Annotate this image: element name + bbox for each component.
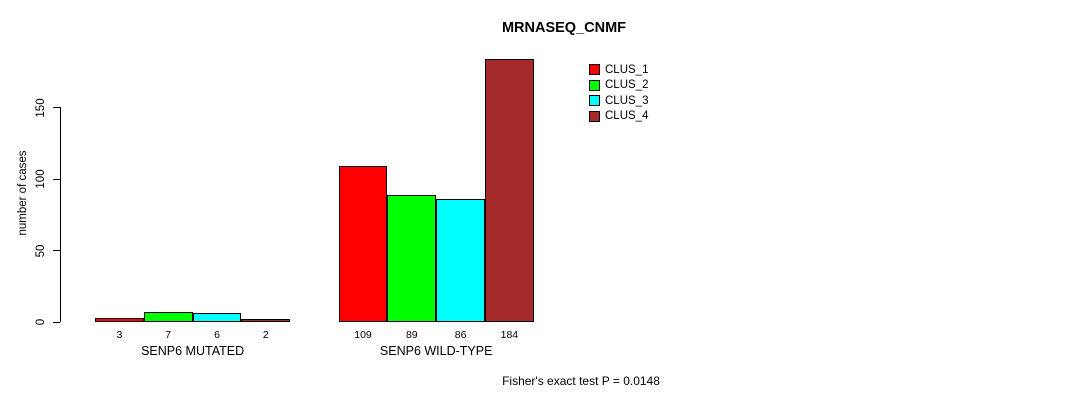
bar-value-clus-2-senp6-mutated: 7 [165,329,172,341]
y-axis-line [60,107,61,322]
bar-clus-4-senp6-mutated [241,319,291,322]
y-tick-label-0: 0 [35,318,47,326]
legend-item-clus-1: CLUS_1 [589,62,648,78]
y-tick-mark-150 [53,107,60,108]
bar-value-clus-2-senp6-wild-type: 89 [405,329,418,341]
y-tick-label-150: 150 [35,97,47,118]
y-tick-mark-0 [53,321,60,323]
legend-item-clus-3: CLUS_3 [589,93,648,109]
y-tick-mark-100 [53,178,60,180]
bar-clus-3-senp6-mutated [192,313,242,322]
group-label-senp6-mutated: SENP6 MUTATED [141,344,245,358]
bar-value-clus-3-senp6-mutated: 6 [214,329,220,341]
group-label-senp6-wild-type: SENP6 WILD-TYPE [379,344,493,358]
legend-label-clus-4: CLUS_4 [605,110,649,123]
bar-clus-1-senp6-mutated [95,317,144,322]
y-tick-label-50: 50 [35,244,47,257]
fisher-test-annotation: Fisher's exact test P = 0.0148 [502,374,660,388]
legend-label-clus-2: CLUS_2 [605,79,649,92]
chart-title: MRNASEQ_CNMF [501,20,627,36]
legend-swatch-clus-1 [589,64,600,76]
bar-clus-2-senp6-mutated [143,312,193,322]
bar-value-clus-3-senp6-wild-type: 86 [454,329,467,341]
legend-label-clus-3: CLUS_3 [605,94,649,107]
bar-value-clus-1-senp6-mutated: 3 [116,329,123,341]
bar-clus-3-senp6-wild-type [436,199,485,322]
bar-clus-1-senp6-wild-type [338,166,388,322]
y-tick-mark-50 [53,250,60,251]
legend-swatch-clus-4 [589,110,600,122]
legend-swatch-clus-3 [589,95,600,107]
legend-swatch-clus-2 [589,79,600,91]
bar-clus-2-senp6-wild-type [387,194,437,322]
bar-clus-4-senp6-wild-type [485,58,534,322]
y-tick-label-100: 100 [35,169,47,189]
legend-item-clus-2: CLUS_2 [589,78,648,94]
legend: CLUS_1 CLUS_2 CLUS_3 CLUS_4 [589,62,648,124]
bar-value-clus-4-senp6-wild-type: 184 [500,329,519,341]
legend-label-clus-1: CLUS_1 [605,63,649,76]
bar-value-clus-4-senp6-mutated: 2 [262,329,269,341]
y-axis-title: number of cases [17,150,29,236]
legend-item-clus-4: CLUS_4 [589,109,648,125]
bar-value-clus-1-senp6-wild-type: 109 [354,329,372,341]
